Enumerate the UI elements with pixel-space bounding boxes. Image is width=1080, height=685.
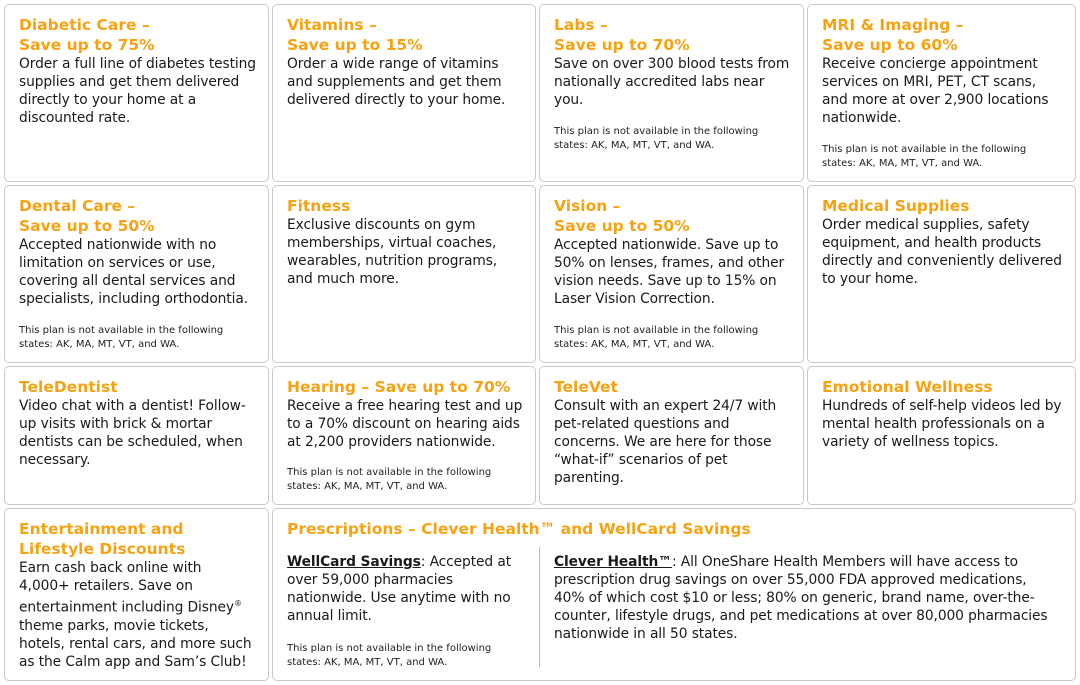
card-body: Receive concierge appointment services o… [822, 56, 1049, 126]
card-medical-supplies: Medical Supplies Order medical supplies,… [807, 185, 1076, 363]
card-title: Labs – [554, 16, 608, 34]
card-title: Emotional Wellness [822, 378, 993, 396]
card-televet: TeleVet Consult with an expert 24/7 with… [539, 366, 804, 505]
card-title: Fitness [287, 197, 351, 215]
clever-health-body: : All OneShare Health Members will have … [554, 554, 1048, 642]
card-subtitle: Save up to 50% [19, 217, 155, 235]
card-subtitle: Save up to 70% [554, 36, 690, 54]
card-title: Vitamins – [287, 16, 377, 34]
card-vision: Vision – Save up to 50% Accepted nationw… [539, 185, 804, 363]
card-emotional-wellness: Emotional Wellness Hundreds of self-help… [807, 366, 1076, 505]
availability-note: This plan is not available in the follow… [554, 325, 759, 350]
card-title: MRI & Imaging – [822, 16, 964, 34]
card-body: Receive a free hearing test and up to a … [287, 398, 523, 450]
clever-health-label: Clever Health™ [554, 554, 672, 570]
card-body: Order a wide range of vitamins and suppl… [287, 56, 506, 108]
availability-note: This plan is not available in the follow… [287, 643, 492, 668]
card-title: Vision – [554, 197, 621, 215]
card-body-text-b: theme parks, movie tickets, hotels, rent… [19, 617, 252, 670]
card-mri-imaging: MRI & Imaging – Save up to 60% Receive c… [807, 4, 1076, 182]
card-body: Consult with an expert 24/7 with pet-rel… [554, 398, 777, 486]
wellcard-text: WellCard Savings: Accepted at over 59,00… [287, 553, 521, 625]
wellcard-body: : Accepted at over 59,000 pharmacies nat… [287, 554, 512, 624]
card-title: TeleVet [554, 378, 618, 396]
card-body: Order medical supplies, safety equipment… [822, 217, 1062, 287]
card-body: Video chat with a dentist! Follow-up vis… [19, 398, 246, 468]
availability-note: This plan is not available in the follow… [287, 467, 492, 492]
column-divider [539, 547, 540, 667]
wellcard-column: WellCard Savings: Accepted at over 59,00… [287, 553, 521, 625]
card-title: Diabetic Care – [19, 16, 150, 34]
availability-note: This plan is not available in the follow… [554, 126, 759, 151]
wellcard-label: WellCard Savings [287, 554, 421, 570]
card-title: Hearing – Save up to 70% [287, 378, 511, 396]
card-fitness: Fitness Exclusive discounts on gym membe… [272, 185, 536, 363]
card-body-text-a: Earn cash back online with 4,000+ retail… [19, 560, 234, 616]
availability-note: This plan is not available in the follow… [822, 144, 1027, 169]
availability-note: This plan is not available in the follow… [19, 325, 224, 350]
card-title: Dental Care – [19, 197, 136, 215]
card-subtitle: Save up to 15% [287, 36, 423, 54]
card-teledentist: TeleDentist Video chat with a dentist! F… [4, 366, 269, 505]
clever-health-text: Clever Health™: All OneShare Health Memb… [554, 553, 1060, 643]
card-hearing: Hearing – Save up to 70% Receive a free … [272, 366, 536, 505]
card-diabetic-care: Diabetic Care – Save up to 75% Order a f… [4, 4, 269, 182]
card-subtitle: Save up to 60% [822, 36, 958, 54]
card-body: Accepted nationwide with no limitation o… [19, 237, 248, 307]
registered-mark: ® [233, 599, 242, 608]
card-body: Earn cash back online with 4,000+ retail… [19, 559, 256, 671]
card-vitamins: Vitamins – Save up to 15% Order a wide r… [272, 4, 536, 182]
card-labs: Labs – Save up to 70% Save on over 300 b… [539, 4, 804, 182]
card-body: Exclusive discounts on gym memberships, … [287, 217, 498, 287]
card-title: Medical Supplies [822, 197, 970, 215]
card-dental-care: Dental Care – Save up to 50% Accepted na… [4, 185, 269, 363]
card-title: Prescriptions – Clever Health™ and WellC… [287, 520, 751, 538]
card-title: TeleDentist [19, 378, 118, 396]
card-subtitle: Save up to 50% [554, 217, 690, 235]
card-title: Entertainment and [19, 520, 184, 538]
card-prescriptions: Prescriptions – Clever Health™ and WellC… [272, 508, 1076, 681]
card-body: Hundreds of self-help videos led by ment… [822, 398, 1062, 450]
card-body: Accepted nationwide. Save up to 50% on l… [554, 237, 785, 307]
card-body: Order a full line of diabetes testing su… [19, 56, 256, 126]
card-subtitle: Lifestyle Discounts [19, 540, 186, 558]
card-body: Save on over 300 blood tests from nation… [554, 56, 790, 108]
card-entertainment: Entertainment and Lifestyle Discounts Ea… [4, 508, 269, 681]
clever-health-column: Clever Health™: All OneShare Health Memb… [554, 553, 1060, 643]
card-subtitle: Save up to 75% [19, 36, 155, 54]
